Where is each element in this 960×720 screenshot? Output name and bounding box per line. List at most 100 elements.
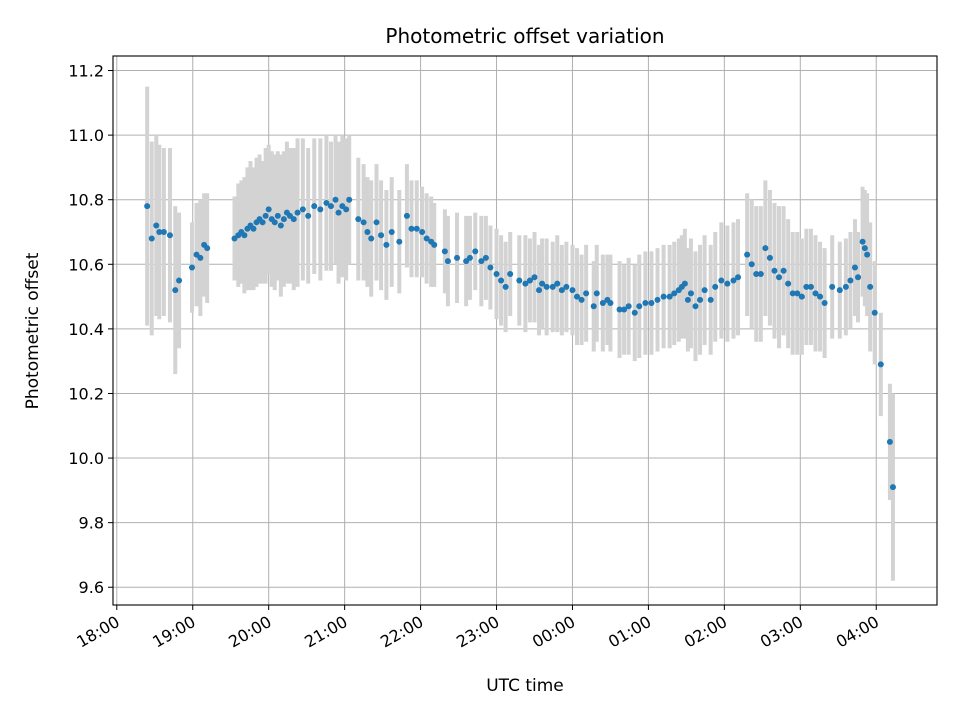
data-point [671, 290, 678, 297]
data-point [807, 283, 814, 290]
data-point [707, 296, 714, 303]
plot-frame [112, 55, 938, 606]
data-point [335, 209, 342, 216]
data-point [250, 225, 257, 232]
data-point [403, 212, 410, 219]
data-point [311, 203, 318, 210]
data-point [294, 209, 301, 216]
data-point [299, 206, 306, 213]
data-point [355, 216, 362, 223]
data-point [730, 277, 737, 284]
data-point [558, 287, 565, 294]
data-point [327, 203, 334, 210]
data-point [771, 267, 778, 274]
data-point [280, 216, 287, 223]
y-tick-label: 10.6 [68, 255, 104, 274]
y-tick-label: 11.0 [68, 126, 104, 145]
data-point [423, 235, 430, 242]
data-point [373, 219, 380, 226]
data-point [396, 238, 403, 245]
data-point [539, 280, 546, 287]
data-point [507, 270, 514, 277]
data-point [554, 280, 561, 287]
data-point [262, 212, 269, 219]
x-tick-label: 02:00 [681, 612, 730, 652]
data-point [803, 283, 810, 290]
data-point [681, 280, 688, 287]
data-points [144, 196, 896, 491]
data-point [364, 229, 371, 236]
x-tick-label: 20:00 [225, 612, 274, 652]
data-point [368, 235, 375, 242]
data-point [855, 274, 862, 281]
data-point [590, 303, 597, 310]
x-tick-label: 01:00 [605, 612, 654, 652]
data-point [444, 258, 451, 265]
data-point [176, 277, 183, 284]
data-point [166, 232, 173, 239]
data-point [413, 225, 420, 232]
data-point [323, 199, 330, 206]
x-tick-label: 04:00 [833, 612, 882, 652]
data-point [748, 261, 755, 268]
data-point [388, 229, 395, 236]
data-point [378, 232, 385, 239]
data-point [871, 309, 878, 316]
y-tick-label: 10.4 [68, 320, 104, 339]
data-point [259, 219, 266, 226]
data-point [274, 212, 281, 219]
data-point [472, 248, 479, 255]
y-axis-title: Photometric offset [23, 252, 43, 409]
data-point [724, 280, 731, 287]
data-point [204, 245, 211, 252]
x-tick-label: 21:00 [301, 612, 350, 652]
data-point [859, 238, 866, 245]
x-tick-label: 22:00 [377, 612, 426, 652]
data-point [454, 254, 461, 261]
x-axis: 18:00 19:00 20:00 21:00 22:00 23:00 00:00 01:00… [73, 605, 882, 652]
data-point [780, 267, 787, 274]
data-point [794, 290, 801, 297]
data-point [718, 277, 725, 284]
data-point [812, 290, 819, 297]
y-tick-label: 9.6 [79, 578, 104, 597]
data-point [616, 306, 623, 313]
data-point [648, 300, 655, 307]
data-point [744, 251, 751, 258]
data-point [346, 196, 353, 203]
data-point [753, 270, 760, 277]
data-point [599, 300, 606, 307]
data-point [785, 280, 792, 287]
data-point [712, 283, 719, 290]
data-point [789, 290, 796, 297]
y-axis: 9.6 9.8 10.0 10.2 10.4 10.6 10.8 11.0 11.2 [68, 62, 113, 597]
data-point [419, 229, 426, 236]
data-point [692, 303, 699, 310]
data-point [851, 264, 858, 271]
data-point [290, 216, 297, 223]
data-point [478, 258, 485, 265]
data-point [766, 254, 773, 261]
data-point [593, 290, 600, 297]
data-point [762, 245, 769, 252]
data-point [343, 206, 350, 213]
data-point [502, 283, 509, 290]
data-point [360, 219, 367, 226]
data-point [861, 245, 868, 252]
data-point [466, 254, 473, 261]
data-point [543, 283, 550, 290]
data-point [654, 296, 661, 303]
data-point [631, 309, 638, 316]
data-point [842, 283, 849, 290]
data-point [188, 264, 195, 271]
data-point [660, 293, 667, 300]
data-point [156, 229, 163, 236]
data-point [569, 287, 576, 294]
data-point [305, 212, 312, 219]
data-point [867, 283, 874, 290]
data-point [701, 287, 708, 294]
data-point [642, 300, 649, 307]
data-point [798, 293, 805, 300]
x-tick-label: 19:00 [149, 612, 198, 652]
data-point [498, 277, 505, 284]
